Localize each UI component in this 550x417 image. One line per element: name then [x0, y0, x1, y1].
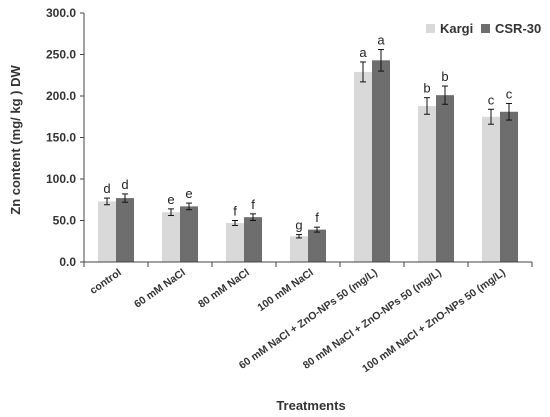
x-category-label: 100 mM NaCl	[255, 267, 315, 314]
y-tick-label: 250.0	[46, 48, 76, 62]
y-tick-label: 150.0	[46, 131, 76, 145]
bar-kargi	[354, 71, 372, 263]
bar-kargi	[162, 212, 180, 262]
y-tick-label: 200.0	[46, 89, 76, 103]
y-axis-ticks: 0.0 50.0 100.0 150.0 200.0 250.0 300.0	[46, 6, 533, 269]
x-category-label: control	[88, 267, 124, 297]
bar-kargi	[482, 116, 500, 262]
bar-csr-30	[436, 95, 454, 262]
legend-label-kargi: Kargi	[440, 21, 473, 36]
bar-csr-30	[116, 198, 134, 262]
significance-letter: c	[506, 86, 513, 101]
significance-letter: c	[488, 92, 495, 107]
error-bars-layer	[104, 49, 512, 239]
x-axis-title: Treatments	[276, 398, 345, 413]
x-category-label: 60 mM NaCl	[132, 267, 188, 311]
significance-letter: f	[251, 197, 255, 212]
y-tick-label: 50.0	[53, 214, 77, 228]
significance-letter: f	[315, 210, 319, 225]
bar-csr-30	[372, 60, 390, 263]
legend-swatch-csr-30	[481, 24, 490, 33]
bar-csr-30	[500, 111, 518, 263]
significance-letter: d	[103, 181, 110, 196]
significance-letter: f	[233, 204, 237, 219]
bar-kargi	[226, 222, 244, 262]
legend-swatch-kargi	[426, 24, 435, 33]
bar-csr-30	[180, 206, 198, 262]
bars-layer	[98, 60, 518, 263]
x-axis-category-labels: control 60 mM NaCl 80 mM NaCl 100 mM NaCl60…	[88, 267, 508, 375]
significance-letter: a	[359, 45, 367, 60]
bar-kargi	[98, 201, 116, 262]
y-axis-title: Zn content (mg/ kg ) DW	[8, 65, 23, 215]
significance-letter: e	[185, 186, 192, 201]
y-tick-label: 300.0	[46, 6, 76, 20]
significance-letter: g	[295, 218, 302, 233]
legend-label-csr-30: CSR-30	[495, 21, 541, 36]
bar-kargi	[290, 236, 308, 262]
significance-letter: b	[423, 81, 430, 96]
bar-kargi	[418, 105, 436, 263]
significance-letter: a	[377, 33, 385, 48]
bar-csr-30	[244, 217, 262, 262]
y-tick-label: 100.0	[46, 172, 76, 186]
x-category-label: 80 mM NaCl	[196, 267, 252, 311]
legend: Kargi CSR-30	[426, 21, 541, 36]
significance-letter: e	[167, 192, 174, 207]
significance-letter: b	[441, 69, 448, 84]
bar-csr-30	[308, 229, 326, 262]
y-tick-label: 0.0	[59, 255, 76, 269]
significance-letter: d	[121, 177, 128, 192]
